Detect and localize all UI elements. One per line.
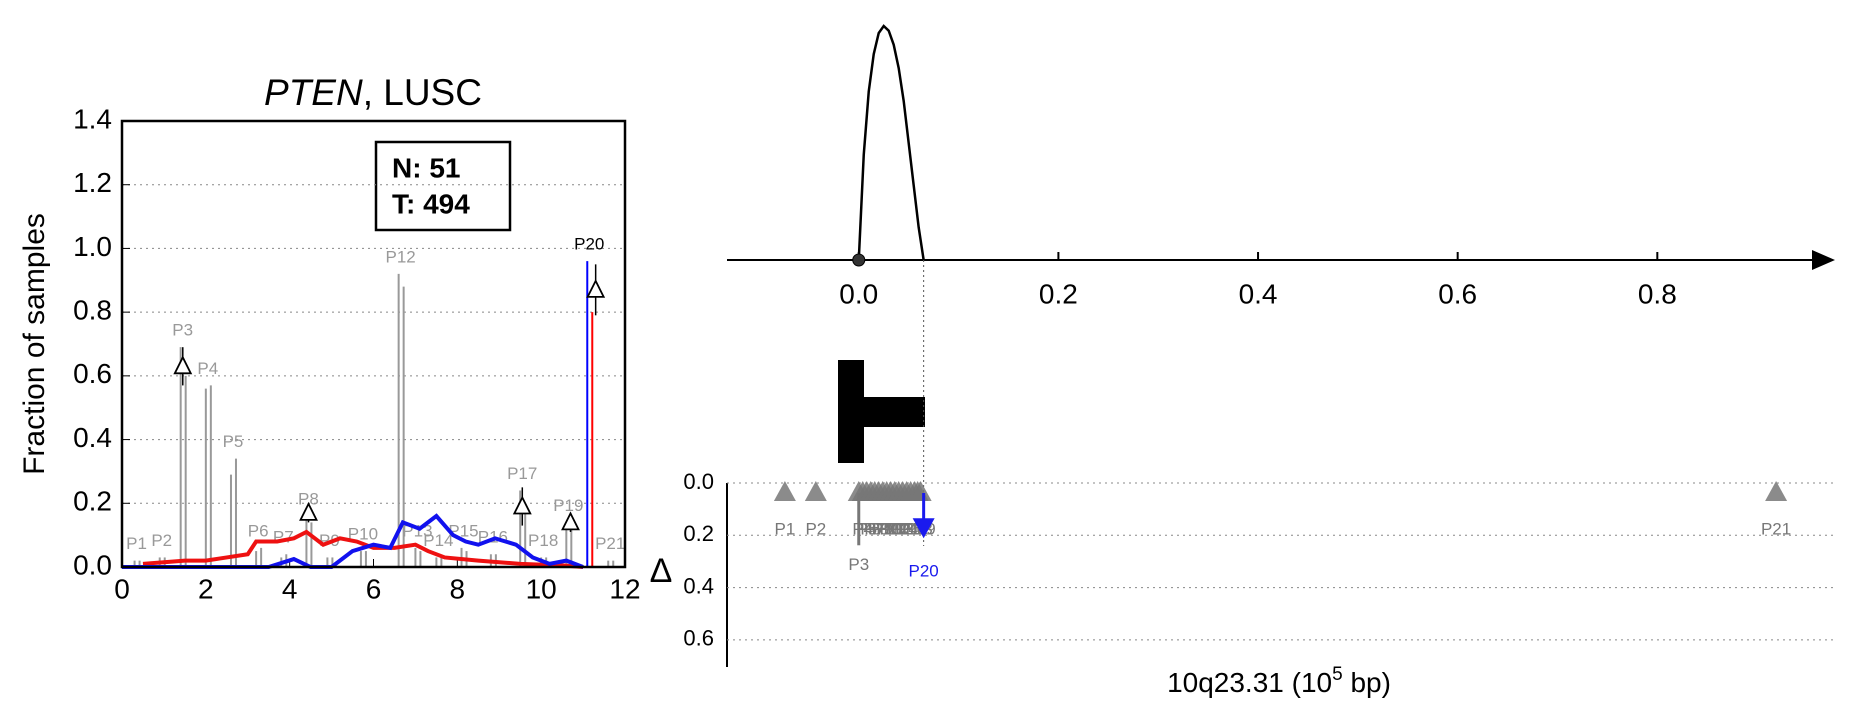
x-tick-label: 8	[450, 573, 466, 604]
peak-label: P5	[223, 432, 244, 451]
site-label: P7	[864, 519, 885, 538]
title-gene: PTEN	[264, 72, 363, 113]
y-axis-label: Fraction of samples	[18, 213, 51, 475]
info-box	[374, 140, 512, 232]
site-label: P3	[848, 555, 869, 574]
x-tick-label: 0.4	[1239, 278, 1278, 309]
delta-marker	[561, 511, 580, 531]
site-marker	[912, 518, 935, 539]
site-label: P6	[860, 519, 881, 538]
delta-marker	[173, 355, 193, 375]
site-label: P5	[856, 519, 877, 538]
site-label: P12	[880, 519, 910, 538]
peak-label: P3	[172, 321, 193, 340]
peak-label: P1	[126, 534, 147, 553]
x-tick-label: 12	[609, 573, 640, 604]
site-label: P15	[892, 519, 922, 538]
peak-label: P6	[248, 521, 269, 540]
xlabel-end: bp)	[1343, 667, 1391, 698]
site-label: P21	[1761, 519, 1791, 538]
x-tick-label: 0.2	[1039, 278, 1078, 309]
site-marker	[909, 481, 932, 501]
gene-bar	[838, 397, 925, 427]
y-tick-label: 1.4	[73, 103, 112, 134]
y-tick-label: 0.4	[683, 573, 714, 598]
y-tick-label: 1.0	[73, 231, 112, 262]
site-label: P13	[884, 519, 914, 538]
y-tick-label: 0.8	[73, 295, 112, 326]
x-tick-label: 0.0	[839, 278, 878, 309]
site-marker	[804, 481, 827, 501]
y-tick-label: 1.2	[73, 167, 112, 198]
x-tick-label: 4	[282, 573, 298, 604]
xlabel-main: 10q23.31 (10	[1167, 667, 1332, 698]
chart-title: PTEN, LUSC	[264, 72, 482, 113]
axis-arrow	[1812, 250, 1835, 270]
peak-label: P14	[423, 531, 453, 550]
info-n: N: 51	[392, 152, 460, 183]
x-tick-label: 0	[114, 573, 130, 604]
series-line	[142, 529, 584, 569]
title-rest: , LUSC	[363, 72, 482, 113]
peak-label: P2	[151, 531, 172, 550]
plot-frame	[120, 119, 627, 569]
delta-label: Δ	[650, 552, 673, 590]
site-label: P11	[876, 519, 905, 538]
site-label: P2	[805, 519, 826, 538]
x-tick-label: 0.6	[1438, 278, 1477, 309]
peak-label: P21	[595, 534, 625, 553]
density-curve	[857, 24, 925, 261]
site-label: P1	[774, 519, 795, 538]
peak-label: P4	[197, 359, 218, 378]
x-axis-label: 10q23.31 (105 bp)	[1167, 664, 1391, 698]
peak-label: P20	[574, 235, 604, 254]
peak-label: P12	[386, 247, 416, 266]
info-t: T: 494	[392, 188, 470, 219]
site-marker	[773, 481, 796, 501]
y-tick-label: 0.2	[683, 521, 714, 546]
site-label: P4	[852, 519, 873, 538]
x-tick-label: 0.8	[1638, 278, 1677, 309]
y-tick-label: 0.4	[73, 422, 112, 453]
peak-label: P8	[298, 490, 319, 509]
peak-label: P17	[507, 464, 537, 483]
xlabel-sup: 5	[1332, 664, 1343, 685]
peak-label: P15	[448, 521, 478, 540]
peak-label: P19	[553, 496, 583, 515]
site-label: P20	[909, 562, 939, 581]
x-tick-label: 10	[526, 573, 557, 604]
site-marker	[1765, 481, 1788, 501]
site-label: P10	[872, 519, 902, 538]
peak-label: P10	[348, 525, 378, 544]
delta-marker	[299, 501, 318, 521]
y-tick-label: 0.0	[683, 469, 714, 494]
delta-marker	[512, 495, 532, 515]
y-tick-label: 0.0	[73, 549, 112, 580]
origin-dot	[852, 253, 866, 267]
site-label: P14	[888, 519, 918, 538]
x-tick-label: 2	[198, 573, 214, 604]
peak-label: P18	[528, 531, 558, 550]
delta-marker	[586, 278, 606, 298]
y-tick-label: 0.2	[73, 486, 112, 517]
x-tick-label: 6	[366, 573, 382, 604]
site-label: P8	[868, 519, 889, 538]
y-tick-label: 0.6	[73, 358, 112, 389]
y-tick-label: 0.6	[683, 626, 714, 651]
site-label: P9	[872, 519, 893, 538]
